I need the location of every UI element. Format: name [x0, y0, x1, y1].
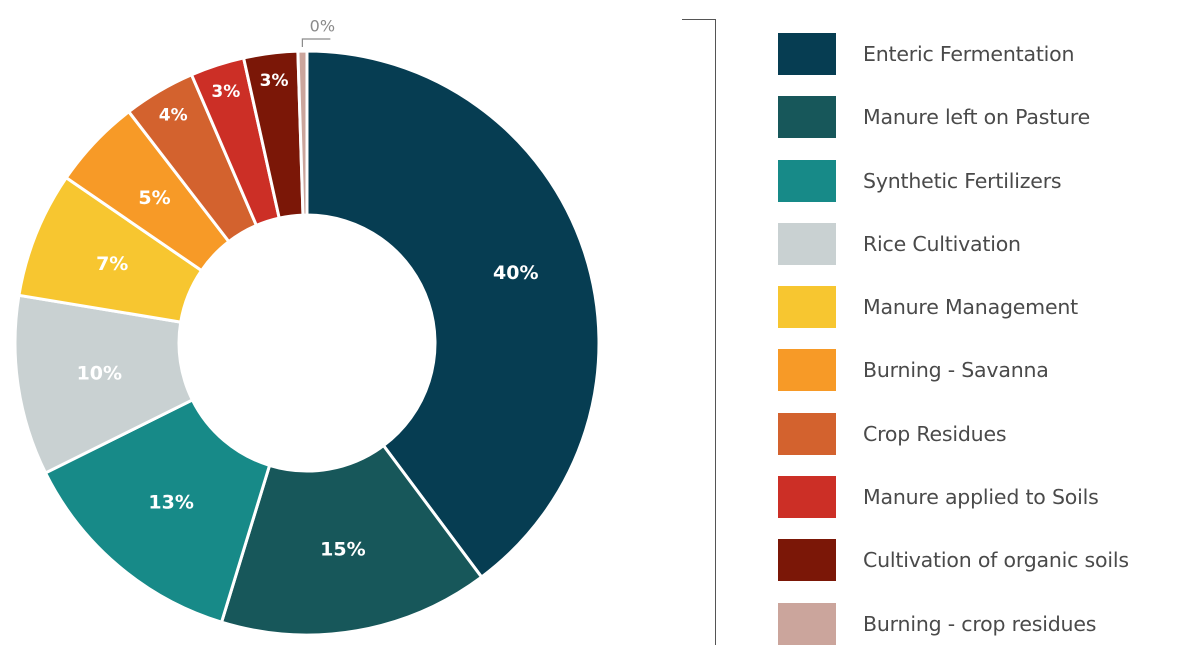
legend-item: Enteric Fermentation	[778, 33, 1177, 96]
legend-swatch	[778, 33, 836, 75]
slice-label: 15%	[320, 538, 365, 560]
legend-item: Crop Residues	[778, 412, 1177, 476]
legend-swatch	[778, 286, 836, 329]
donut-chart: 40% 15% 13% 10% 7% 5% 4% 3% 3% 0%	[13, 17, 601, 637]
legend-swatch	[778, 349, 836, 392]
legend: Enteric Fermentation Manure left on Pastu…	[778, 33, 1177, 666]
legend-swatch	[778, 539, 836, 582]
slice-manure-left-on-pasture	[219, 443, 484, 637]
legend-item: Manure Management	[778, 286, 1177, 349]
legend-swatch	[778, 222, 836, 265]
legend-item: Burning - crop residues	[778, 602, 1177, 666]
legend-label: Rice Cultivation	[863, 231, 1021, 256]
chart: 40% 15% 13% 10% 7% 5% 4% 3% 3% 0% Enteric Ferment…	[13, 17, 1129, 645]
legend-label: Synthetic Fertilizers	[863, 168, 1062, 193]
slice-burning-crop-residues	[296, 49, 309, 217]
legend-divider	[715, 19, 716, 645]
slice-label: 3%	[211, 82, 240, 102]
slice-enteric-fermentation	[305, 49, 601, 580]
slice-label: 4%	[159, 105, 188, 125]
legend-swatch	[778, 159, 836, 202]
legend-label: Enteric Fermentation	[863, 42, 1075, 66]
legend-swatch	[778, 412, 836, 455]
slice-label-leader	[301, 38, 331, 48]
legend-label: Burning - Savanna	[863, 358, 1049, 383]
legend-swatch	[778, 602, 836, 645]
legend-divider-cap	[682, 19, 716, 20]
slice-label: 0%	[310, 17, 335, 36]
legend-label: Manure applied to Soils	[863, 485, 1099, 510]
legend-swatch	[778, 96, 836, 139]
slice-label: 13%	[148, 492, 193, 514]
slice-label: 10%	[77, 363, 122, 385]
slice-label: 7%	[96, 253, 128, 275]
slice-label: 3%	[260, 71, 289, 91]
legend-label: Manure left on Pasture	[863, 105, 1091, 130]
legend-item: Manure applied to Soils	[778, 476, 1177, 539]
legend-item: Synthetic Fertilizers	[778, 159, 1177, 223]
slice-label: 5%	[138, 187, 170, 209]
legend-label: Cultivation of organic soils	[863, 548, 1129, 573]
legend-item: Cultivation of organic soils	[778, 539, 1177, 602]
legend-swatch	[778, 476, 836, 519]
legend-label: Crop Residues	[863, 421, 1007, 446]
legend-item: Burning - Savanna	[778, 349, 1177, 412]
legend-label: Manure Management	[863, 295, 1078, 320]
legend-label: Burning - crop residues	[863, 611, 1097, 636]
slice-label: 40%	[493, 262, 538, 284]
legend-item: Manure left on Pasture	[778, 96, 1177, 159]
slice-synthetic-fertilizers	[43, 397, 272, 625]
legend-item: Rice Cultivation	[778, 222, 1177, 286]
